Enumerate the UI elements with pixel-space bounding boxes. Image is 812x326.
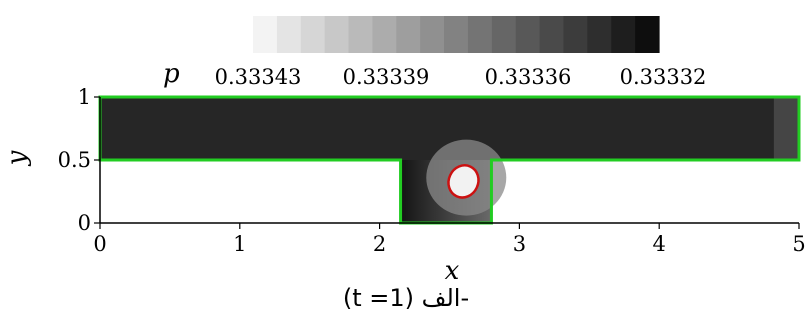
x-axis-label: x bbox=[445, 256, 460, 282]
x-tick-label-2: 2 bbox=[373, 232, 386, 256]
bubble bbox=[447, 164, 480, 199]
colorbar-swatch-4 bbox=[348, 16, 374, 53]
colorbar-swatch-6 bbox=[396, 16, 421, 53]
outlet-field bbox=[773, 97, 799, 160]
colorbar-swatch-9 bbox=[467, 16, 493, 53]
colorbar-label: p bbox=[163, 59, 180, 89]
y-axis-label: y bbox=[2, 150, 32, 166]
colorbar-swatch-0 bbox=[253, 16, 278, 53]
colorbar-swatch-13 bbox=[563, 16, 588, 53]
colorbar-tick-label-2: 0.33336 bbox=[485, 65, 572, 89]
x-tick-label-5: 5 bbox=[792, 232, 805, 256]
colorbar-swatch-14 bbox=[587, 16, 612, 53]
y-tick-label-0: 0 bbox=[78, 211, 91, 235]
colorbar-swatch-1 bbox=[276, 16, 302, 53]
x-tick-label-0: 0 bbox=[93, 232, 106, 256]
x-tick-label-1: 1 bbox=[233, 232, 246, 256]
colorbar-swatch-16 bbox=[635, 16, 660, 53]
colorbar-swatch-8 bbox=[444, 16, 469, 53]
colorbar-swatch-12 bbox=[539, 16, 565, 53]
y-tick-label-2: 1 bbox=[78, 85, 91, 109]
figure: p 0.33343 0.33339 0.33336 0.33332 0 1 2 3 4 5 0 0.… bbox=[2, 16, 806, 282]
colorbar-tick-labels: 0.33343 0.33339 0.33336 0.33332 bbox=[215, 65, 707, 89]
y-tick-label-1: 0.5 bbox=[58, 148, 91, 172]
plot-area bbox=[98, 95, 801, 225]
x-tick-label-3: 3 bbox=[513, 232, 526, 256]
colorbar-tick-label-1: 0.33339 bbox=[343, 65, 430, 89]
x-tick-label-4: 4 bbox=[653, 232, 666, 256]
colorbar-swatch-10 bbox=[491, 16, 517, 53]
colorbar bbox=[253, 16, 660, 53]
colorbar-swatch-3 bbox=[324, 16, 350, 53]
colorbar-tick-label-0: 0.33343 bbox=[215, 65, 302, 89]
colorbar-swatch-5 bbox=[372, 16, 397, 53]
colorbar-swatch-7 bbox=[420, 16, 445, 53]
colorbar-swatch-11 bbox=[515, 16, 541, 53]
figure-caption: (t =1) الف- bbox=[342, 284, 470, 312]
colorbar-tick-label-3: 0.33332 bbox=[620, 65, 707, 89]
axes: 0 1 2 3 4 5 0 0.5 1 bbox=[58, 85, 806, 256]
colorbar-swatch-15 bbox=[611, 16, 636, 53]
colorbar-swatch-2 bbox=[300, 16, 326, 53]
